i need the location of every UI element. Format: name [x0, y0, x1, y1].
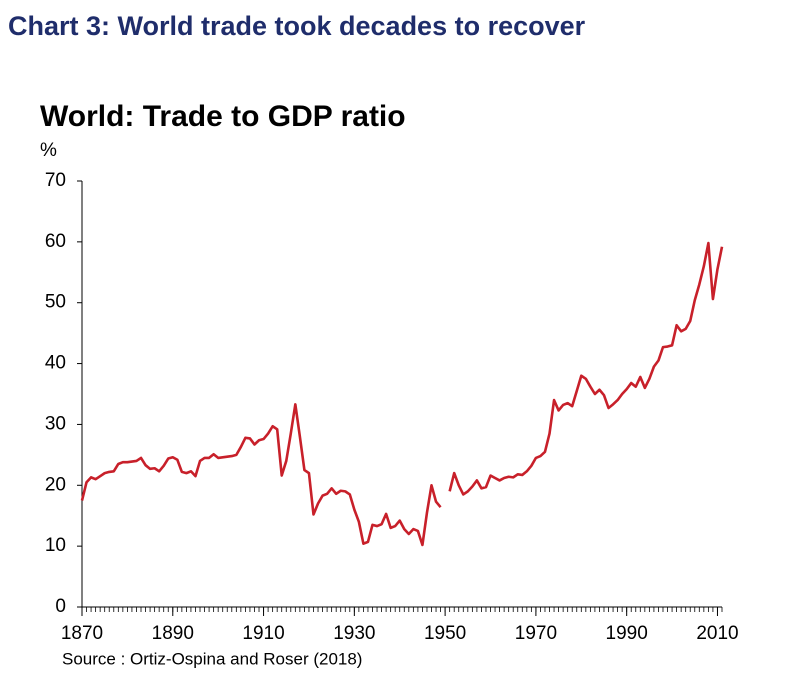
y-unit: %	[40, 140, 57, 161]
x-tick-label: 2010	[696, 623, 738, 644]
y-tick-label: 50	[45, 292, 66, 313]
y-tick-label: 30	[45, 413, 66, 434]
source: Source : Ortiz-Ospina and Roser (2018)	[62, 649, 362, 668]
y-tick-label: 40	[45, 353, 66, 374]
data-line	[80, 241, 724, 547]
x-tick-label: 1930	[333, 623, 375, 644]
y-tick-label: 20	[45, 474, 66, 495]
x-tick-label: 1890	[152, 623, 194, 644]
x-tick-label: 1870	[61, 623, 103, 644]
x-tick-label: 1950	[424, 623, 466, 644]
y-tick-label: 0	[55, 596, 66, 617]
y-tick-label: 10	[45, 535, 66, 556]
y-tick-label: 70	[45, 170, 66, 191]
x-tick-label: 1910	[242, 623, 284, 644]
chart-title: World: Trade to GDP ratio	[40, 100, 406, 133]
x-tick-label: 1970	[515, 623, 557, 644]
x-tick-label: 1990	[606, 623, 648, 644]
y-tick-label: 60	[45, 231, 66, 252]
header: Chart 3: World trade took decades to rec…	[8, 11, 586, 41]
